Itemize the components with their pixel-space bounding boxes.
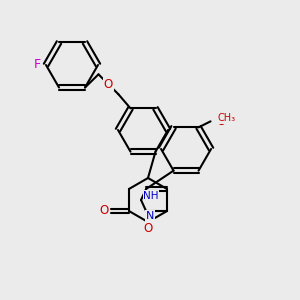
Text: CH₃: CH₃ [218,113,236,123]
Text: O: O [216,115,225,128]
Text: O: O [104,78,113,91]
Text: O: O [99,205,108,218]
Text: O: O [143,223,153,236]
Text: NH: NH [143,191,159,201]
Text: F: F [33,58,40,71]
Text: N: N [146,211,154,221]
